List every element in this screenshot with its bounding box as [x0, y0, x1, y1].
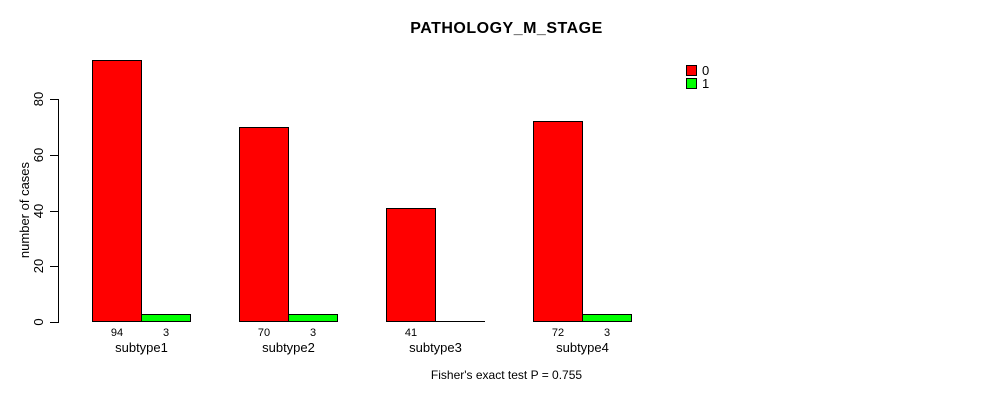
chart-title: PATHOLOGY_M_STAGE: [410, 20, 603, 37]
x-axis-label-subtype4: subtype4: [556, 340, 609, 355]
y-axis-tick-label: 80: [30, 91, 46, 107]
bar-count-label: 3: [162, 327, 170, 339]
bar-subtype1-series0: [92, 60, 142, 322]
y-axis-tick: [50, 155, 58, 156]
x-axis-label-subtype3: subtype3: [409, 340, 462, 355]
bar-count-label: 70: [257, 327, 271, 339]
y-axis-line: [58, 99, 59, 323]
legend-item: 1: [686, 77, 709, 90]
legend-swatch-1: [686, 78, 697, 89]
legend-label: 0: [702, 63, 710, 78]
bar-subtype2-series1: [288, 314, 338, 322]
x-axis-label-subtype1: subtype1: [115, 340, 168, 355]
y-axis-tick-label: 40: [30, 203, 46, 219]
bar-count-label: 3: [309, 327, 317, 339]
bar-subtype4-series1: [582, 314, 632, 322]
legend-swatch-0: [686, 65, 697, 76]
legend-label: 1: [702, 76, 710, 91]
y-axis-tick-label: 20: [30, 258, 46, 274]
bar-count-label: 3: [603, 327, 611, 339]
bar-subtype3-series0: [386, 208, 436, 322]
y-axis-tick: [50, 99, 58, 100]
bar-subtype4-series0: [533, 121, 583, 322]
bar-count-label: 94: [110, 327, 124, 339]
footnote-text: Fisher's exact test P = 0.755: [430, 368, 583, 382]
y-axis-tick-label: 60: [30, 147, 46, 163]
bar-subtype1-series1: [141, 314, 191, 322]
bar-subtype2-series0: [239, 127, 289, 322]
zero-height-bar-subtype3-series1: [435, 321, 485, 322]
bar-count-label: 72: [551, 327, 565, 339]
y-axis-tick: [50, 266, 58, 267]
x-axis-label-subtype2: subtype2: [262, 340, 315, 355]
y-axis-tick: [50, 322, 58, 323]
legend-item: 0: [686, 64, 709, 77]
y-axis-tick-label: 0: [30, 318, 46, 326]
bar-count-label: 41: [404, 327, 418, 339]
y-axis-tick: [50, 211, 58, 212]
